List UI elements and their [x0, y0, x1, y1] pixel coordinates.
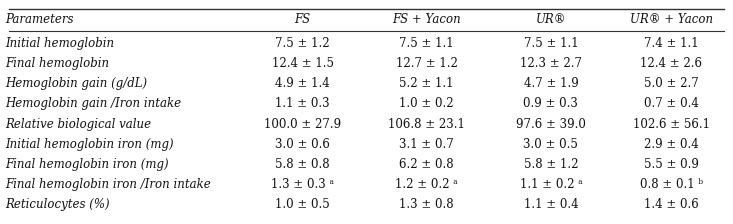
Text: 4.7 ± 1.9: 4.7 ± 1.9 — [523, 77, 578, 90]
Text: Final hemoglobin iron /Iron intake: Final hemoglobin iron /Iron intake — [5, 178, 211, 191]
Text: 1.1 ± 0.4: 1.1 ± 0.4 — [523, 198, 578, 211]
Text: 1.1 ± 0.2 ᵃ: 1.1 ± 0.2 ᵃ — [520, 178, 582, 191]
Text: 5.2 ± 1.1: 5.2 ± 1.1 — [399, 77, 454, 90]
Text: 0.9 ± 0.3: 0.9 ± 0.3 — [523, 97, 578, 110]
Text: 5.8 ± 1.2: 5.8 ± 1.2 — [523, 158, 578, 171]
Text: 5.8 ± 0.8: 5.8 ± 0.8 — [276, 158, 330, 171]
Text: 1.2 ± 0.2 ᵃ: 1.2 ± 0.2 ᵃ — [395, 178, 458, 191]
Text: Hemoglobin gain (g/dL): Hemoglobin gain (g/dL) — [5, 77, 147, 90]
Text: 1.4 ± 0.6: 1.4 ± 0.6 — [644, 198, 699, 211]
Text: UR®: UR® — [536, 13, 566, 26]
Text: 0.7 ± 0.4: 0.7 ± 0.4 — [644, 97, 699, 110]
Text: 12.4 ± 2.6: 12.4 ± 2.6 — [641, 57, 702, 70]
Text: Reticulocytes (%): Reticulocytes (%) — [5, 198, 110, 211]
Text: 7.5 ± 1.2: 7.5 ± 1.2 — [276, 37, 330, 50]
Text: 1.0 ± 0.5: 1.0 ± 0.5 — [275, 198, 330, 211]
Text: 2.9 ± 0.4: 2.9 ± 0.4 — [644, 138, 699, 151]
Text: 1.3 ± 0.3 ᵃ: 1.3 ± 0.3 ᵃ — [271, 178, 334, 191]
Text: 100.0 ± 27.9: 100.0 ± 27.9 — [264, 118, 341, 131]
Text: 97.6 ± 39.0: 97.6 ± 39.0 — [516, 118, 586, 131]
Text: 0.8 ± 0.1 ᵇ: 0.8 ± 0.1 ᵇ — [640, 178, 703, 191]
Text: Initial hemoglobin iron (mg): Initial hemoglobin iron (mg) — [5, 138, 174, 151]
Text: Relative biological value: Relative biological value — [5, 118, 151, 131]
Text: 5.5 ± 0.9: 5.5 ± 0.9 — [644, 158, 699, 171]
Text: 1.3 ± 0.8: 1.3 ± 0.8 — [399, 198, 454, 211]
Text: 106.8 ± 23.1: 106.8 ± 23.1 — [388, 118, 465, 131]
Text: 3.1 ± 0.7: 3.1 ± 0.7 — [399, 138, 454, 151]
Text: 3.0 ± 0.5: 3.0 ± 0.5 — [523, 138, 578, 151]
Text: 1.0 ± 0.2: 1.0 ± 0.2 — [399, 97, 454, 110]
Text: 7.5 ± 1.1: 7.5 ± 1.1 — [399, 37, 454, 50]
Text: 7.5 ± 1.1: 7.5 ± 1.1 — [523, 37, 578, 50]
Text: 12.7 ± 1.2: 12.7 ± 1.2 — [396, 57, 457, 70]
Text: Final hemoglobin iron (mg): Final hemoglobin iron (mg) — [5, 158, 169, 171]
Text: FS + Yacon: FS + Yacon — [392, 13, 461, 26]
Text: 12.3 ± 2.7: 12.3 ± 2.7 — [520, 57, 582, 70]
Text: 7.4 ± 1.1: 7.4 ± 1.1 — [644, 37, 699, 50]
Text: 4.9 ± 1.4: 4.9 ± 1.4 — [275, 77, 330, 90]
Text: Hemoglobin gain /Iron intake: Hemoglobin gain /Iron intake — [5, 97, 181, 110]
Text: 102.6 ± 56.1: 102.6 ± 56.1 — [633, 118, 710, 131]
Text: Parameters: Parameters — [5, 13, 73, 26]
Text: 12.4 ± 1.5: 12.4 ± 1.5 — [272, 57, 334, 70]
Text: Initial hemoglobin: Initial hemoglobin — [5, 37, 114, 50]
Text: FS: FS — [295, 13, 311, 26]
Text: 3.0 ± 0.6: 3.0 ± 0.6 — [275, 138, 330, 151]
Text: Final hemoglobin: Final hemoglobin — [5, 57, 109, 70]
Text: 1.1 ± 0.3: 1.1 ± 0.3 — [276, 97, 330, 110]
Text: UR® + Yacon: UR® + Yacon — [630, 13, 713, 26]
Text: 5.0 ± 2.7: 5.0 ± 2.7 — [644, 77, 699, 90]
Text: 6.2 ± 0.8: 6.2 ± 0.8 — [399, 158, 454, 171]
